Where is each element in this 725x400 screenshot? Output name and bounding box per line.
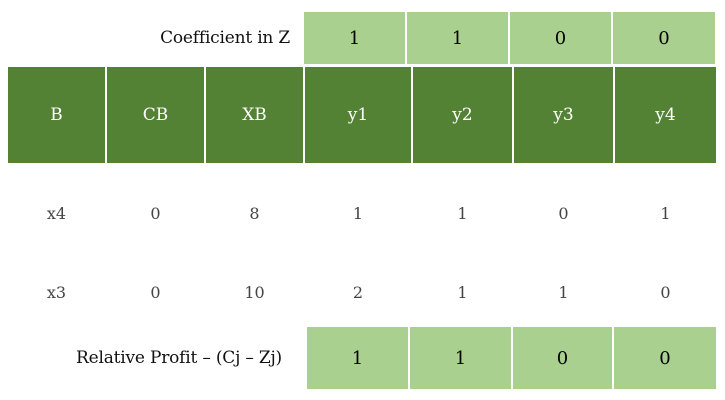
header-cell-cb: CB <box>107 67 204 163</box>
header-cell-y2: y2 <box>413 67 512 163</box>
header-cell-y4: y4 <box>615 67 716 163</box>
row-cell-y3: 1 <box>558 282 569 302</box>
row-cell-y1: 2 <box>352 282 364 302</box>
header-cell-y3: y3 <box>514 67 613 163</box>
row-cell-y4: 0 <box>660 282 671 302</box>
row-cell-cb: 0 <box>150 203 161 223</box>
relative-profit-cell-y3: 0 <box>513 327 612 389</box>
row-cell-basis: x3 <box>46 282 67 302</box>
header-cell-y1: y1 <box>305 67 411 163</box>
row-cell-y3: 0 <box>558 203 569 223</box>
header-cell-b: B <box>8 67 105 163</box>
coefficient-cell-y1: 1 <box>304 12 405 64</box>
coefficient-row-label: Coefficient in Z <box>160 28 290 48</box>
row-cell-xb: 10 <box>244 282 265 302</box>
coefficient-cell-y3: 0 <box>510 12 611 64</box>
row-cell-y2: 1 <box>457 282 468 302</box>
row-cell-xb: 8 <box>249 203 260 223</box>
row-cell-basis: x4 <box>46 203 67 223</box>
coefficient-cell-y2: 1 <box>407 12 508 64</box>
row-cell-cb: 0 <box>150 282 161 302</box>
row-cell-y2: 1 <box>457 203 468 223</box>
relative-profit-cell-y1: 1 <box>307 327 408 389</box>
row-cell-y1: 1 <box>352 203 364 223</box>
relative-profit-cell-y2: 1 <box>410 327 511 389</box>
coefficient-cell-y4: 0 <box>613 12 715 64</box>
relative-profit-label: Relative Profit – (Cj – Zj) <box>76 348 282 368</box>
row-cell-y4: 1 <box>660 203 671 223</box>
relative-profit-cell-y4: 0 <box>614 327 716 389</box>
header-cell-xb: XB <box>206 67 303 163</box>
